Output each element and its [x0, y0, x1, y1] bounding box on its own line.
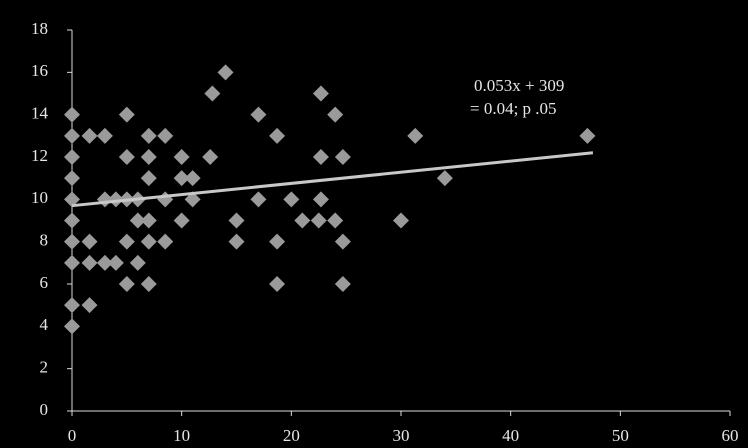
point	[579, 127, 596, 144]
y-tick-label: 10	[31, 188, 48, 207]
point	[173, 149, 190, 165]
point	[269, 127, 286, 144]
point	[129, 254, 146, 271]
point	[312, 85, 329, 102]
point	[228, 212, 245, 229]
x-tick-label: 40	[502, 426, 519, 445]
point	[64, 149, 80, 165]
point	[334, 276, 351, 292]
point	[283, 191, 300, 208]
point	[157, 127, 174, 144]
point	[250, 191, 267, 208]
point	[64, 106, 80, 123]
y-tick-label: 4	[40, 315, 49, 334]
x-tick-label: 0	[68, 426, 77, 445]
point	[81, 127, 98, 144]
x-tick-label: 50	[612, 426, 629, 445]
point	[64, 233, 80, 250]
point	[204, 85, 221, 102]
point	[184, 170, 201, 187]
point	[310, 212, 327, 229]
point	[327, 106, 344, 123]
y-tick-label: 8	[40, 231, 49, 250]
trendline	[71, 151, 594, 208]
point	[64, 170, 80, 187]
point	[129, 212, 146, 229]
point	[118, 149, 135, 165]
point	[217, 64, 234, 81]
point	[107, 191, 124, 208]
y-tick-label: 6	[40, 273, 49, 292]
point	[81, 254, 98, 271]
point	[393, 212, 409, 229]
point	[269, 233, 286, 250]
point	[140, 170, 157, 187]
point	[228, 233, 245, 250]
point	[173, 212, 190, 229]
point	[140, 127, 157, 144]
point	[312, 149, 329, 165]
point	[312, 191, 329, 208]
point	[269, 276, 286, 292]
point	[64, 318, 80, 335]
point	[64, 212, 80, 229]
x-tick-label: 60	[722, 426, 739, 445]
point	[407, 127, 424, 144]
point	[64, 297, 80, 314]
x-tick-label: 20	[283, 426, 300, 445]
y-tick-label: 16	[31, 61, 48, 80]
x-tick-label: 30	[393, 426, 410, 445]
y-tick-label: 2	[40, 358, 49, 377]
annotation: = 0.04; p .05	[470, 99, 557, 118]
point	[294, 212, 311, 229]
y-tick-label: 18	[31, 19, 48, 38]
point	[118, 106, 135, 123]
point	[81, 233, 98, 250]
y-tick-label: 14	[31, 104, 49, 123]
point	[118, 233, 135, 250]
point	[334, 149, 351, 165]
point	[140, 149, 157, 165]
point	[140, 276, 157, 292]
point	[64, 254, 80, 271]
point	[173, 170, 190, 187]
point	[436, 170, 453, 187]
point	[140, 212, 157, 229]
point	[118, 276, 135, 292]
point	[202, 149, 219, 165]
point	[107, 254, 124, 271]
point	[96, 127, 113, 144]
point	[81, 297, 98, 314]
point	[157, 191, 174, 208]
point	[64, 191, 80, 208]
point	[334, 233, 351, 250]
point	[327, 212, 344, 229]
y-tick-label: 0	[40, 400, 49, 419]
point	[140, 233, 157, 250]
point	[157, 233, 174, 250]
point	[250, 106, 267, 123]
point	[64, 127, 80, 144]
y-tick-label: 12	[31, 146, 48, 165]
annotation: 0.053x + 309	[474, 76, 564, 95]
x-tick-label: 10	[173, 426, 190, 445]
point	[96, 254, 113, 271]
